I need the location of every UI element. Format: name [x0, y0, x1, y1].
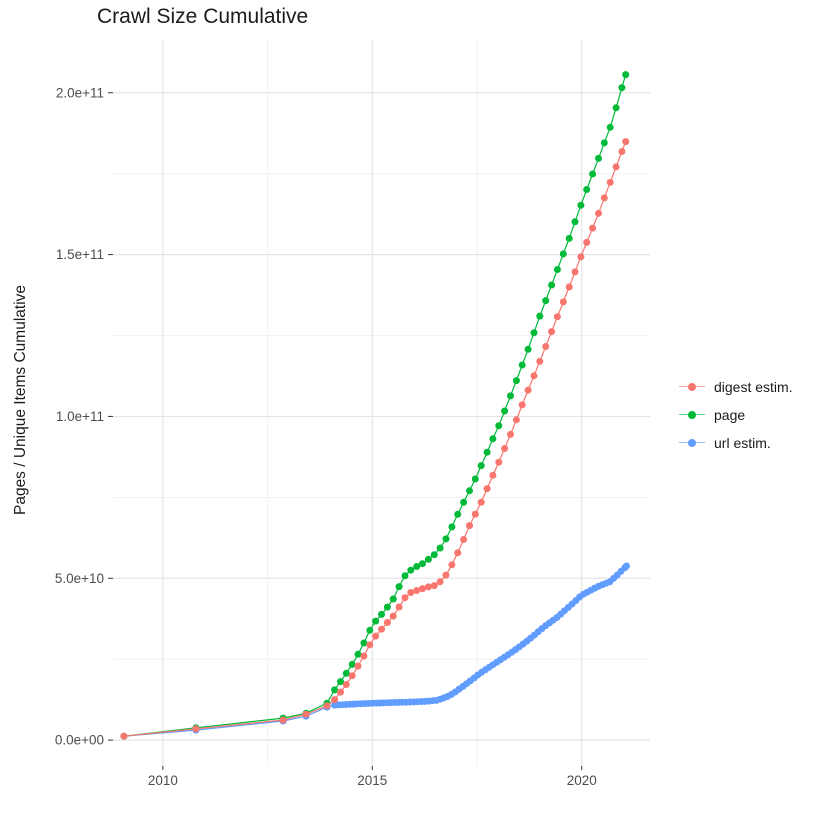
- legend-label: digest estim.: [714, 378, 793, 395]
- legend: digest estim. page url estim.: [679, 377, 793, 452]
- legend-label: url estim.: [714, 434, 771, 451]
- legend-item-digest: digest estim.: [679, 377, 793, 396]
- legend-dot-icon: [688, 410, 696, 419]
- chart-title: Crawl Size Cumulative: [97, 5, 309, 28]
- svg-text:0.0e+00: 0.0e+00: [55, 733, 104, 748]
- svg-text:2020: 2020: [567, 773, 597, 788]
- legend-key-url: [679, 433, 705, 452]
- svg-text:5.0e+10: 5.0e+10: [55, 571, 104, 586]
- legend-key-digest: [679, 377, 705, 396]
- legend-dot-icon: [688, 382, 696, 391]
- legend-item-url: url estim.: [679, 433, 793, 452]
- svg-text:1.0e+11: 1.0e+11: [56, 409, 104, 424]
- svg-text:1.5e+11: 1.5e+11: [56, 247, 104, 262]
- legend-key-page: [679, 405, 705, 424]
- svg-text:2.0e+11: 2.0e+11: [56, 85, 104, 100]
- svg-text:2010: 2010: [148, 773, 178, 788]
- legend-item-page: page: [679, 405, 793, 424]
- legend-label: page: [714, 406, 746, 423]
- svg-text:2015: 2015: [357, 773, 387, 788]
- legend-dot-icon: [688, 438, 696, 447]
